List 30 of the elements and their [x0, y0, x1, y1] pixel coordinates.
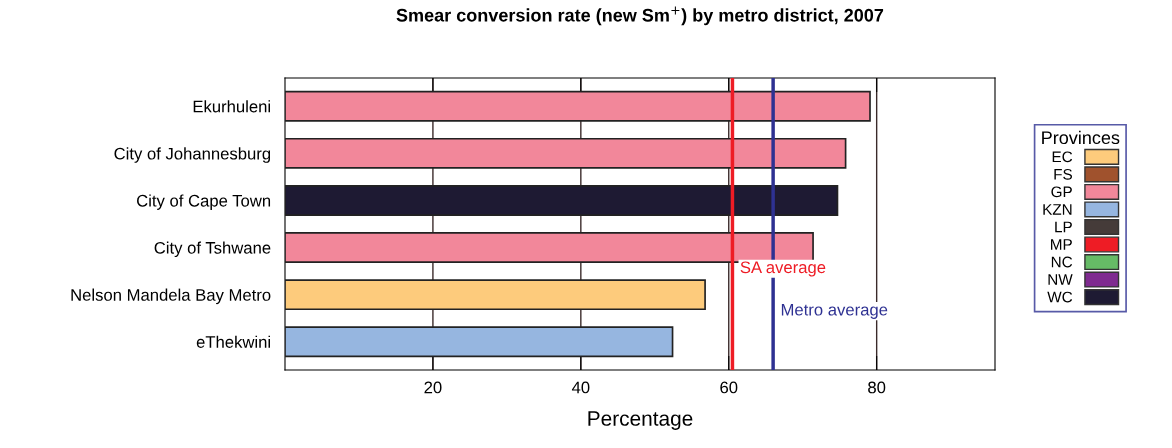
legend-label: MP [1051, 239, 1072, 250]
legend-label: EC [1052, 151, 1073, 163]
y-tick-label: Nelson Mandela Bay Metro [71, 288, 271, 305]
x-axis-title: Percentage [588, 411, 693, 430]
y-tick-label: City of Johannesburg [114, 147, 271, 163]
x-tick-label: 20 [424, 381, 442, 394]
bar [285, 279, 706, 311]
bar [285, 90, 871, 122]
y-tick-label: eThekwini [196, 335, 270, 348]
legend-label: GP [1051, 186, 1072, 198]
chart-title: Smear conversion rate (new Sm$^{+}$) by metro district, 2007 [396, 6, 884, 26]
legend-label: FS [1054, 168, 1072, 180]
bar [285, 326, 674, 358]
legend-label: LP [1055, 221, 1072, 233]
y-tick-label: Ekurhuleni [193, 100, 270, 113]
y-tick-label: City of Cape Town [137, 194, 271, 210]
ref-line-label: Metro average [781, 303, 888, 319]
x-tick-label: 60 [720, 381, 738, 394]
legend-label: NC [1051, 256, 1073, 268]
bar [285, 137, 847, 169]
x-tick-label: 40 [571, 381, 590, 394]
legend-title: Provinces [1042, 130, 1120, 145]
legend-label: NW [1048, 274, 1073, 285]
legend-label: KZN [1043, 204, 1072, 215]
bar [285, 185, 839, 216]
ref-line-label: SA average [740, 261, 826, 277]
y-tick-label: City of Tshwane [154, 241, 271, 258]
bar [285, 232, 814, 263]
x-tick-label: 80 [868, 381, 886, 394]
legend-label: WC [1047, 291, 1073, 303]
